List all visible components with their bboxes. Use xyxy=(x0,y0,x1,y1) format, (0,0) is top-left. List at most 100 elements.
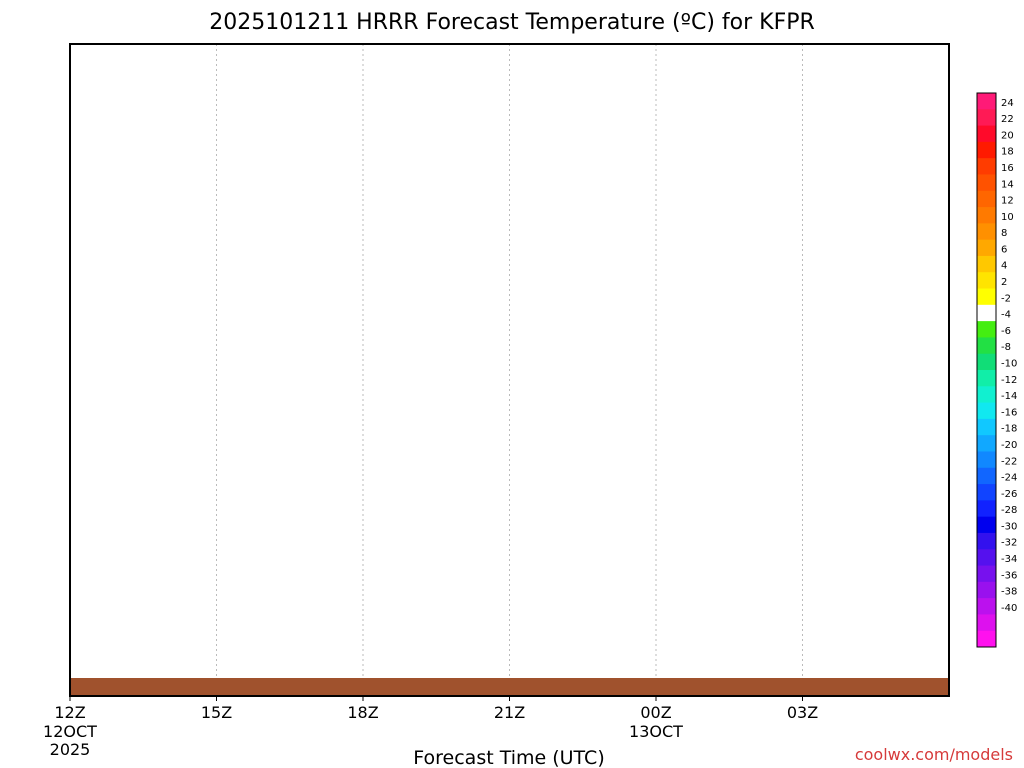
temperature-band-cell xyxy=(558,0,583,1)
temperature-band-cell xyxy=(119,2,144,3)
temperature-band-cell xyxy=(510,7,535,8)
temperature-band-cell xyxy=(168,6,193,7)
temperature-band-cell xyxy=(192,5,217,6)
temperature-band-cell xyxy=(192,2,217,3)
temperature-band-cell xyxy=(217,1,242,2)
temperature-band-cell xyxy=(461,6,486,7)
temperature-band-cell xyxy=(534,3,559,4)
temperature-band-cell xyxy=(436,5,461,6)
temperature-band-cell xyxy=(339,0,364,1)
temperature-band-cell xyxy=(265,0,290,1)
temperature-band-cell xyxy=(436,1,461,2)
temperature-band-cell xyxy=(412,4,437,5)
temperature-band-cell xyxy=(94,4,119,5)
temperature-band-cell xyxy=(363,6,388,7)
temperature-band-cell xyxy=(265,3,290,4)
temperature-band-cell xyxy=(241,6,266,7)
temperature-band-cell xyxy=(534,7,559,8)
temperature-band-cell xyxy=(241,7,266,8)
temperature-band-cell xyxy=(143,3,168,4)
temperature-band-cell xyxy=(339,4,364,5)
temperature-band-cell xyxy=(387,1,412,2)
temperature-band-cell xyxy=(192,0,217,1)
temperature-band-cell xyxy=(436,2,461,3)
temperature-band-cell xyxy=(387,3,412,4)
temperature-band-cell xyxy=(119,1,144,2)
temperature-band-cell xyxy=(168,5,193,6)
temperature-band-cell xyxy=(510,2,535,3)
temperature-band-cell xyxy=(461,0,486,1)
temperature-band-cell xyxy=(314,8,339,9)
temperature-band-cell xyxy=(168,2,193,3)
temperature-band-cell xyxy=(558,1,583,2)
temperature-band-cell xyxy=(94,3,119,4)
temperature-band-cell xyxy=(485,7,510,8)
temperature-band-cell xyxy=(94,5,119,6)
temperature-band-cell xyxy=(290,8,315,9)
temperature-band-cell xyxy=(363,8,388,9)
temperature-band-cell xyxy=(412,3,437,4)
temperature-band-cell xyxy=(192,7,217,8)
temperature-band-cell xyxy=(265,0,290,1)
temperature-band-cell xyxy=(70,2,95,3)
temperature-band-cell xyxy=(290,6,315,7)
temperature-band-cell xyxy=(363,1,388,2)
temperature-band-cell xyxy=(192,1,217,2)
temperature-band-cell xyxy=(192,4,217,5)
temperature-band-cell xyxy=(265,7,290,8)
temperature-band-cell xyxy=(290,0,315,1)
temperature-band-cell xyxy=(363,3,388,4)
temperature-band-cell xyxy=(143,2,168,3)
temperature-band-cell xyxy=(241,1,266,2)
temperature-band-cell xyxy=(558,3,583,4)
temperature-band-cell xyxy=(314,1,339,2)
temperature-band-cell xyxy=(94,5,119,6)
temperature-band-cell xyxy=(436,7,461,8)
temperature-band-cell xyxy=(461,1,486,2)
temperature-band-cell xyxy=(339,4,364,5)
temperature-band-cell xyxy=(363,5,388,6)
temperature-band-cell xyxy=(314,0,339,1)
temperature-band-cell xyxy=(412,1,437,2)
temperature-band-cell xyxy=(339,3,364,4)
temperature-band-cell xyxy=(558,7,583,8)
temperature-band-cell xyxy=(94,2,119,3)
temperature-band-cell xyxy=(192,0,217,1)
temperature-band-cell xyxy=(436,0,461,1)
temperature-band-cell xyxy=(412,5,437,6)
temperature-band-cell xyxy=(217,6,242,7)
temperature-band-cell xyxy=(265,5,290,6)
temperature-band-cell xyxy=(168,4,193,5)
temperature-band-cell xyxy=(436,4,461,5)
temperature-band-cell xyxy=(314,7,339,8)
temperature-band-cell xyxy=(485,5,510,6)
temperature-band-cell xyxy=(265,3,290,4)
temperature-band-cell xyxy=(387,0,412,1)
temperature-band-cell xyxy=(241,0,266,1)
temperature-band-cell xyxy=(436,4,461,5)
temperature-band-cell xyxy=(217,2,242,3)
temperature-band-cell xyxy=(192,0,217,1)
temperature-band-cell xyxy=(558,2,583,3)
temperature-band-cell xyxy=(534,0,559,1)
temperature-band-cell xyxy=(192,4,217,5)
temperature-band-cell xyxy=(314,3,339,4)
temperature-band-cell xyxy=(412,0,437,1)
temperature-band-cell xyxy=(534,7,559,8)
temperature-band-cell xyxy=(217,6,242,7)
temperature-band-cell xyxy=(290,4,315,5)
temperature-band-cell xyxy=(314,1,339,2)
temperature-band-cell xyxy=(387,2,412,3)
temperature-band-cell xyxy=(387,0,412,1)
temperature-band-cell xyxy=(339,0,364,1)
temperature-band-cell xyxy=(70,7,95,8)
temperature-band-cell xyxy=(461,1,486,2)
temperature-band-cell xyxy=(119,5,144,6)
temperature-band-cell xyxy=(143,0,168,1)
temperature-band-cell xyxy=(119,8,144,9)
temperature-band-cell xyxy=(94,4,119,5)
temperature-band-cell xyxy=(412,2,437,3)
temperature-band-cell xyxy=(143,6,168,7)
temperature-band-cell xyxy=(217,4,242,5)
temperature-band-cell xyxy=(143,2,168,3)
